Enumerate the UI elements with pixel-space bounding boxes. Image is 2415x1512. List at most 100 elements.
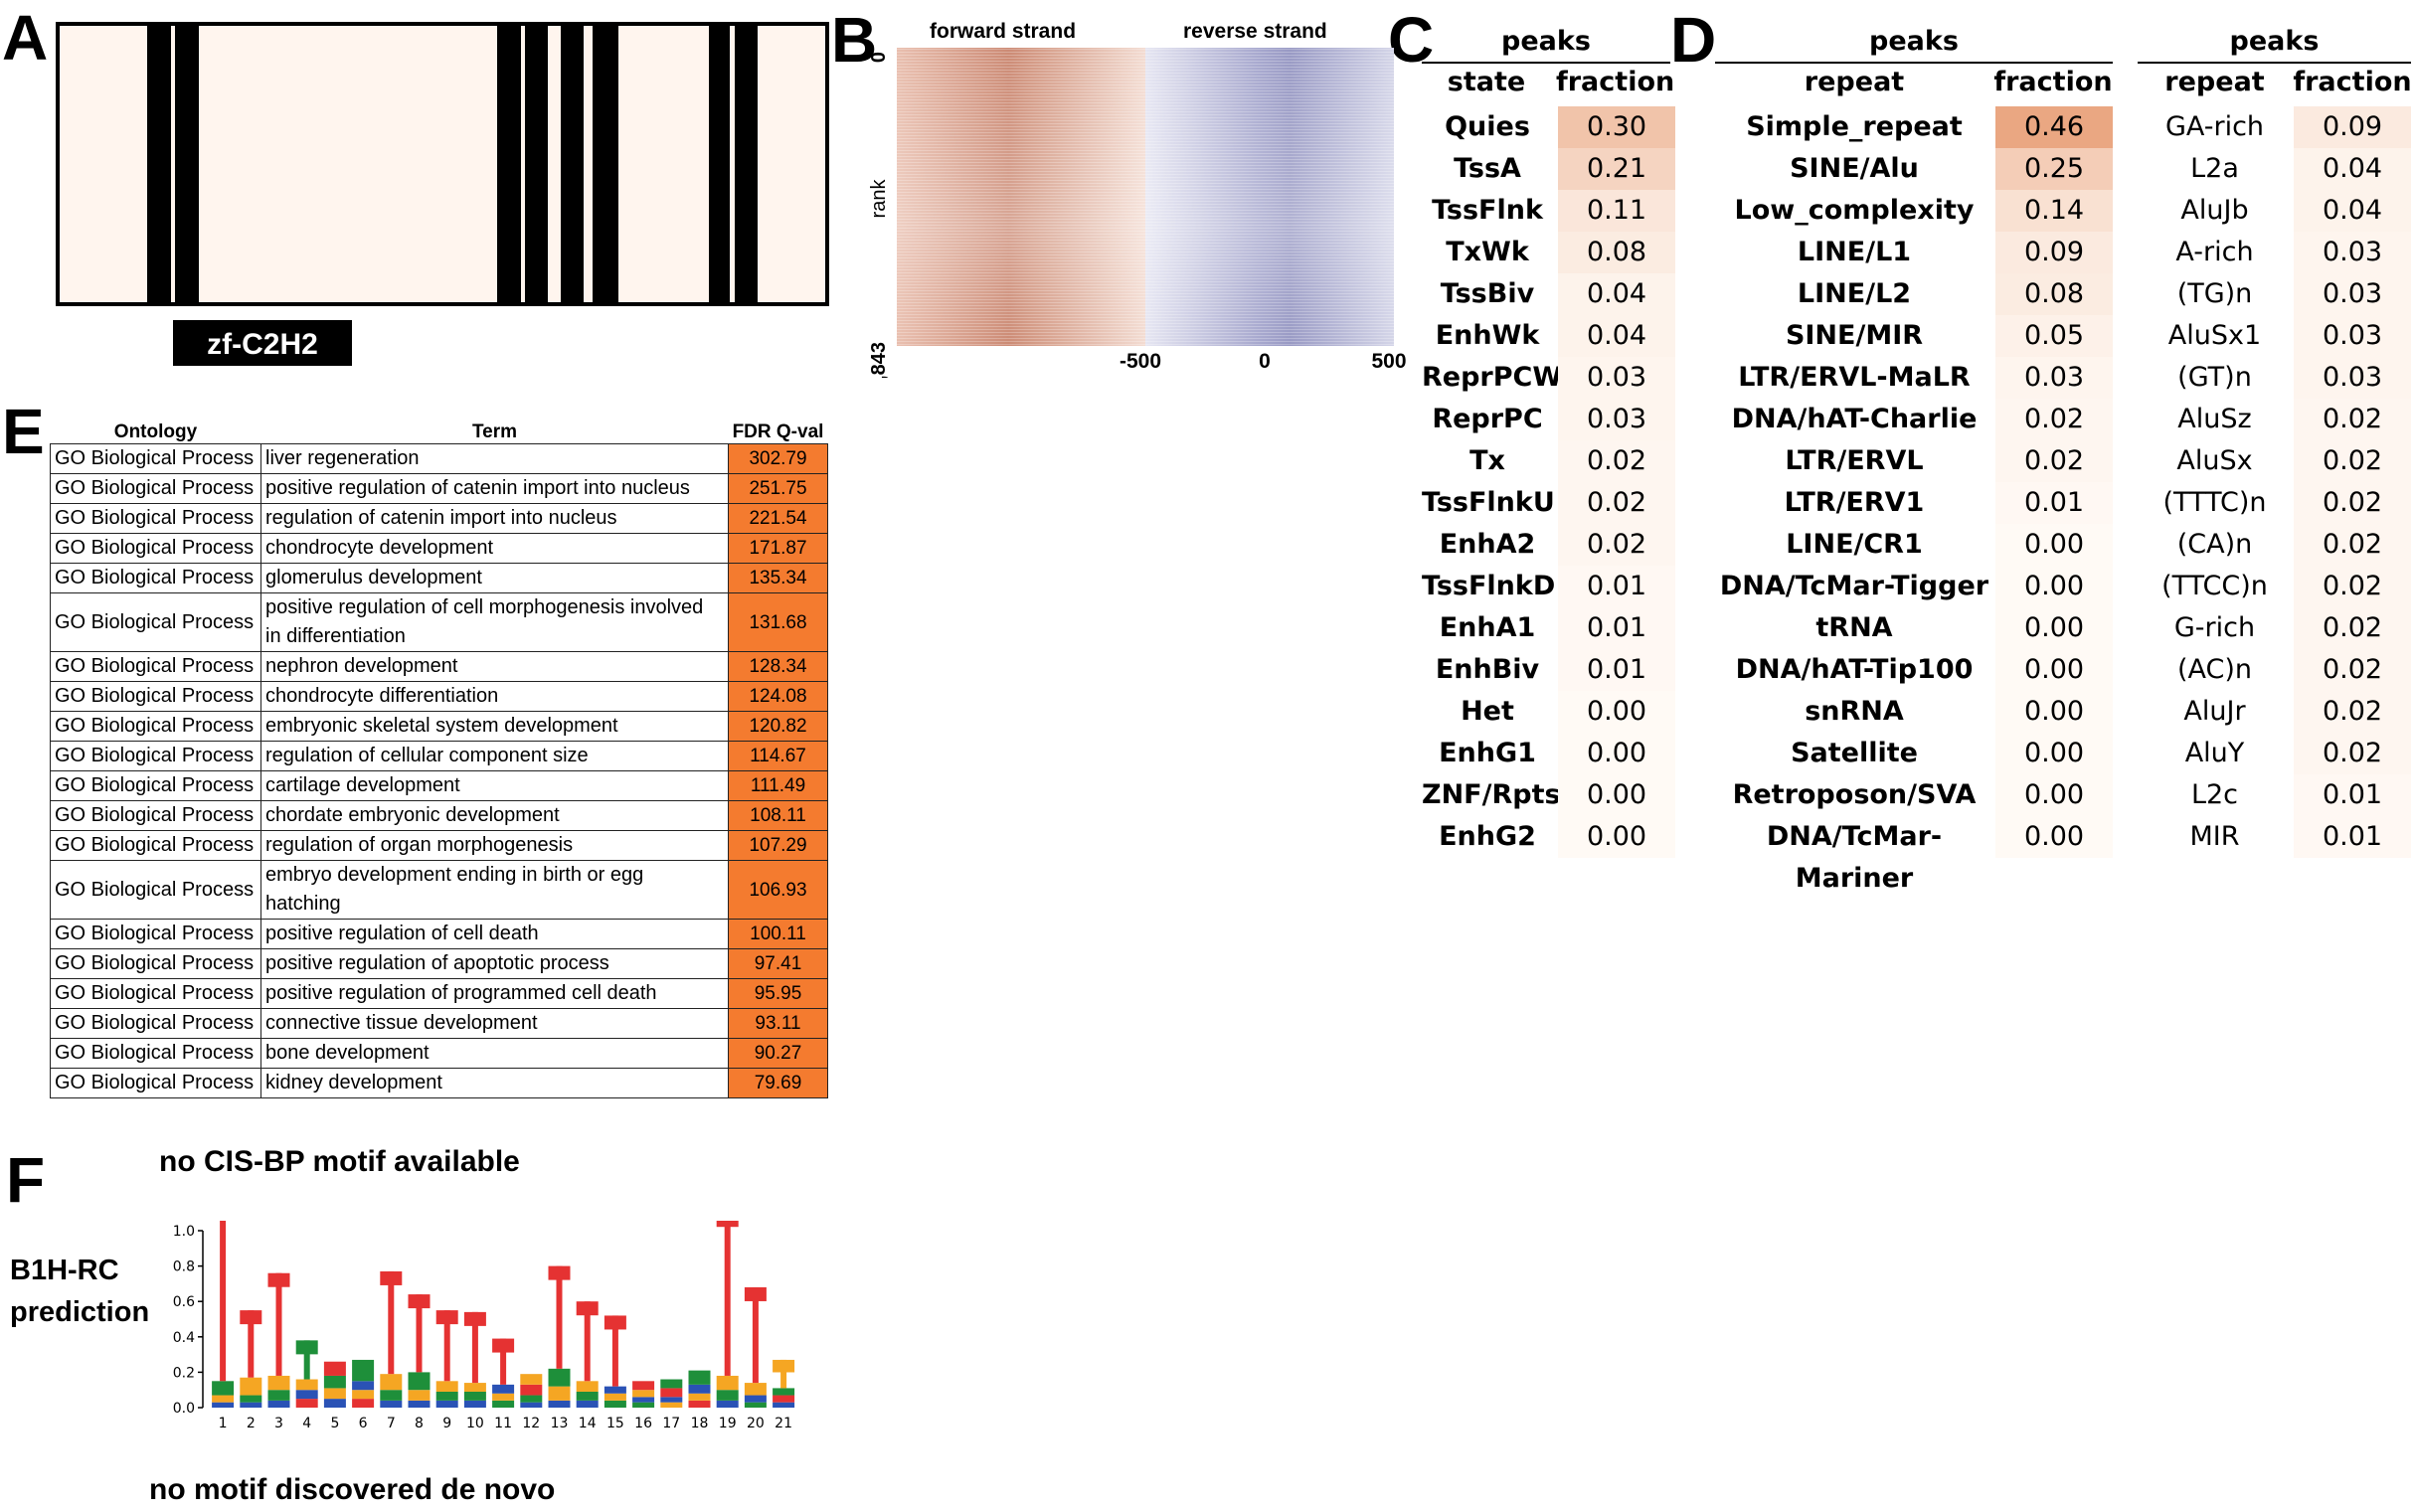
logo-letter-T-cap [576,1301,599,1316]
logo-x-tick: 21 [775,1416,792,1431]
go-cell-q: 79.69 [728,1068,828,1098]
table-row: GO Biological Process chondrocyte develop… [50,533,828,564]
logo-letter-A [492,1400,515,1408]
row-fraction: 0.46 [1995,106,2113,148]
table-row: Het 0.00 [1422,691,1675,733]
table-row: ReprPCWk 0.03 [1422,357,1675,399]
logo-letter-T-cap [463,1311,486,1326]
go-cell-q: 93.11 [728,1008,828,1039]
table-row: GO Biological Process kidney development 7… [50,1068,828,1098]
go-cell-term: positive regulation of cell death [260,919,729,949]
go-cell-q: 124.08 [728,681,828,712]
chromatin-col-state: state [1447,67,1526,97]
table-row: GO Biological Process positive regulation… [50,592,828,652]
logo-letter-T [520,1384,543,1396]
table-row: GO Biological Process nephron development… [50,651,828,682]
row-fraction: 0.02 [1558,524,1675,566]
logo-letter-A [773,1388,795,1396]
domain-bar [735,24,758,304]
row-label: Het [1461,696,1514,727]
row-label: DNA/TcMar-Mariner [1766,821,1943,894]
logo-letter-C [548,1400,571,1408]
go-cell-term: chondrocyte development [260,533,729,564]
logo-letter-C [380,1400,403,1408]
table-row: L2a 0.04 [2138,148,2411,190]
row-label: Quies [1445,111,1530,142]
row-fraction: 0.11 [1558,190,1675,232]
logo-x-tick: 16 [634,1416,652,1431]
logo-letter-C [660,1397,683,1403]
logo-x-tick: 9 [442,1416,451,1431]
go-cell-q: 106.93 [728,860,828,920]
domain-bar [525,24,548,304]
logo-letter-A [463,1391,486,1401]
go-cell-q: 128.34 [728,651,828,682]
table-row: L2c 0.01 [2138,774,2411,816]
go-cell-ontology: GO Biological Process [50,1038,261,1069]
logo-letter-T [220,1221,227,1382]
logo-letter-T-cap [408,1294,431,1309]
go-cell-ontology: GO Biological Process [50,503,261,534]
logo-letter-T-cap [604,1315,626,1330]
domain-bar [593,24,618,304]
row-label: TxWk [1446,237,1529,267]
go-cell-q: 114.67 [728,741,828,771]
go-cell-ontology: GO Biological Process [50,533,261,564]
logo-letter-T [773,1395,795,1403]
logo-letter-T [352,1399,375,1408]
table-row: AluY 0.02 [2138,733,2411,774]
logo-y-tick: 0.6 [173,1294,195,1310]
logo-y-tick: 0.0 [173,1401,195,1417]
row-label: LTR/ERVL-MaLR [1738,362,1971,393]
table-row: (AC)n 0.02 [2138,649,2411,691]
table-row: (TG)n 0.03 [2138,273,2411,315]
logo-letter-G [576,1381,599,1392]
logo-letter-A [548,1368,571,1387]
go-cell-ontology: GO Biological Process [50,800,261,831]
logo-letter-C [463,1400,486,1408]
repeat-col-repeat-left: repeat [1804,67,1905,97]
logo-letter-T [632,1381,655,1391]
go-cell-ontology: GO Biological Process [50,830,261,861]
table-row: EnhWk 0.04 [1422,315,1675,357]
table-row: (CA)n 0.02 [2138,524,2411,566]
row-label: L2a [2190,153,2239,184]
table-row: DNA/hAT-Charlie 0.02 [1715,399,2113,440]
row-label: (GT)n [2177,362,2252,393]
go-cell-q: 100.11 [728,919,828,949]
repeat-col-fraction-right: fraction [2293,67,2412,97]
go-cell-term: connective tissue development [260,1008,729,1039]
logo-letter-G [604,1393,626,1401]
go-cell-ontology: GO Biological Process [50,1008,261,1039]
go-cell-term: regulation of catenin import into nucleu… [260,503,729,534]
b1h-label-line1: B1H-RC [10,1255,119,1286]
panel-label-d: D [1670,4,1717,76]
table-row: TssBiv 0.04 [1422,273,1675,315]
row-label: Satellite [1791,738,1918,768]
go-cell-q: 95.95 [728,978,828,1009]
row-label: ReprPCWk [1422,362,1581,393]
table-row: ZNF/Rpts 0.00 [1422,774,1675,816]
table-row: tRNA 0.00 [1715,607,2113,649]
logo-letter-T [660,1388,683,1398]
domain-bar [561,24,584,304]
table-row: DNA/TcMar-Tigger 0.00 [1715,566,2113,607]
table-row: ReprPC 0.03 [1422,399,1675,440]
go-cell-q: 90.27 [728,1038,828,1069]
logo-x-tick: 5 [330,1416,339,1431]
row-fraction: 0.00 [1995,566,2113,607]
logo-letter-G [780,1359,787,1389]
row-label: AluSx [2176,445,2253,476]
logo-letter-G-cap [773,1359,795,1373]
table-row: GO Biological Process bone development 90.… [50,1038,828,1069]
heatmap-reverse-label: reverse strand [1183,20,1327,43]
logo-x-tick: 10 [466,1416,484,1431]
logo-letter-A [303,1340,310,1380]
logo-x-tick: 15 [606,1416,624,1431]
logo-letter-G [352,1390,375,1400]
logo-x-tick: 18 [691,1416,709,1431]
table-row: GO Biological Process connective tissue d… [50,1008,828,1039]
repeat-col-fraction-left: fraction [1993,67,2113,97]
go-cell-ontology: GO Biological Process [50,770,261,801]
logo-letter-T [471,1311,478,1384]
